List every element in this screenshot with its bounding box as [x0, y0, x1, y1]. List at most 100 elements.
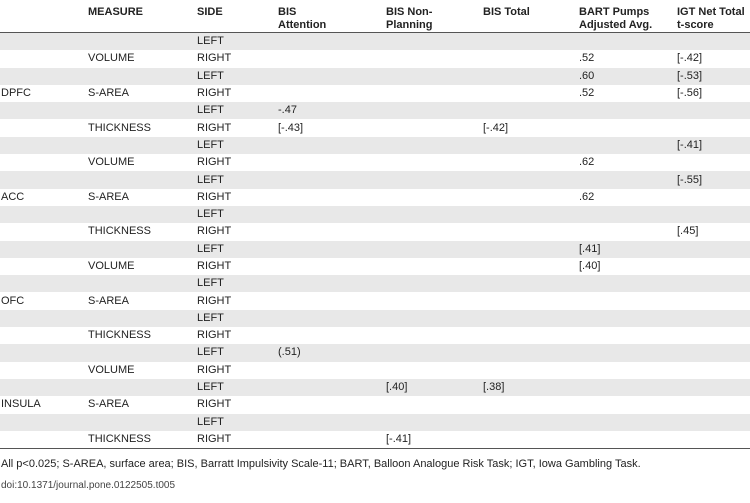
- table-cell: [677, 431, 750, 448]
- table-cell: [483, 292, 579, 309]
- table-row: INSULA S-AREA RIGHT: [0, 396, 750, 413]
- table-cell: [88, 102, 197, 120]
- table-cell: [677, 32, 750, 51]
- table-cell: [0, 50, 88, 67]
- table-cell: (.51): [278, 344, 386, 362]
- table-cell: [677, 275, 750, 293]
- table-cell: [677, 396, 750, 413]
- table-header: MEASURE SIDE BIS Attention BIS Non- Planning B…: [0, 0, 750, 33]
- table-cell: [579, 136, 677, 155]
- table-cell: [579, 171, 677, 189]
- table-cell: LEFT: [197, 136, 278, 155]
- table-cell: LEFT: [197, 378, 278, 397]
- table-cell: [386, 327, 483, 344]
- table-cell: [677, 309, 750, 328]
- table-cell: [579, 413, 677, 431]
- table-cell: [483, 327, 579, 344]
- table-cell: [579, 292, 677, 309]
- table-cell: [386, 67, 483, 85]
- table-cell: [88, 344, 197, 362]
- table-row: LEFT: [0, 275, 750, 293]
- table-cell: -.47: [278, 102, 386, 120]
- table-cell: [0, 136, 88, 155]
- table-cell: [579, 32, 677, 51]
- table-cell: [483, 171, 579, 189]
- table-cell: LEFT: [197, 205, 278, 224]
- table-cell: [386, 292, 483, 309]
- table-cell: [0, 362, 88, 379]
- table-cell: [0, 258, 88, 275]
- table-cell: [677, 119, 750, 136]
- table-cell: [88, 67, 197, 85]
- table-cell: [483, 240, 579, 258]
- table-cell: [.40]: [386, 378, 483, 397]
- table-cell: .52: [579, 52, 595, 65]
- table-cell: LEFT: [197, 413, 278, 431]
- column-header-line: Planning: [386, 19, 433, 31]
- table-cell: [0, 413, 88, 431]
- table-row: DPFC S-AREA RIGHT .52 [-.56]: [0, 85, 750, 102]
- table-cell: [483, 275, 579, 293]
- table-cell: [483, 102, 579, 120]
- table-cell: [-.53]: [677, 67, 750, 85]
- table-cell: [386, 136, 483, 155]
- table-cell: RIGHT: [197, 363, 232, 376]
- table-row: LEFT: [0, 413, 750, 431]
- table-cell: [579, 396, 677, 413]
- column-header-line: Attention: [278, 19, 327, 31]
- table-row: OFC S-AREA RIGHT: [0, 292, 750, 309]
- table-cell: RIGHT: [197, 156, 232, 169]
- table-cell: [0, 102, 88, 120]
- table-cell: RIGHT: [197, 121, 232, 134]
- table-cell: [579, 327, 677, 344]
- table-row: THICKNESS RIGHT [-.41]: [0, 431, 750, 448]
- table-cell: [483, 67, 579, 85]
- table-cell: [278, 189, 386, 206]
- table-cell: [386, 258, 483, 275]
- table-cell: RIGHT: [197, 225, 232, 238]
- table-cell: S-AREA: [88, 398, 129, 411]
- table-cell: [677, 258, 750, 275]
- table-cell: [386, 309, 483, 328]
- table-cell: [-.42]: [483, 121, 509, 134]
- table-cell: [278, 171, 386, 189]
- table-cell: [483, 362, 579, 379]
- table-cell: [278, 67, 386, 85]
- column-header-line: BART Pumps: [579, 6, 650, 18]
- table-cell: [483, 223, 579, 240]
- table-cell: [278, 32, 386, 51]
- table-cell: [579, 309, 677, 328]
- table-cell: [88, 275, 197, 293]
- table-cell: [88, 413, 197, 431]
- table-cell: [386, 32, 483, 51]
- table-row: VOLUME RIGHT: [0, 362, 750, 379]
- table-cell: VOLUME: [88, 260, 135, 272]
- table-cell: [0, 327, 88, 344]
- table-cell: THICKNESS: [88, 432, 151, 445]
- table-cell: [677, 378, 750, 397]
- table-row: LEFT .60 [-.53]: [0, 67, 750, 85]
- table-cell: [278, 309, 386, 328]
- column-header-line: BIS: [278, 6, 297, 18]
- table-cell: LEFT: [197, 32, 278, 51]
- table-cell: THICKNESS: [88, 225, 151, 238]
- table-cell: .60: [579, 67, 677, 85]
- table-cell: [483, 50, 579, 67]
- table-cell: [483, 154, 579, 171]
- table-cell: [88, 240, 197, 258]
- table-cell: [386, 413, 483, 431]
- table-body: LEFT VOLUME RIGHT .52 [-.42] LEFT .60 [-.53] DPF…: [0, 32, 750, 449]
- table-row: LEFT: [0, 309, 750, 328]
- table-cell: [88, 32, 197, 51]
- table-cell: [0, 223, 88, 240]
- table-cell: [278, 50, 386, 67]
- column-header-line: t-score: [677, 19, 714, 31]
- table-cell: [.38]: [483, 378, 579, 397]
- table-row: THICKNESS RIGHT [-.43] [-.42]: [0, 119, 750, 136]
- table-cell: [0, 431, 88, 448]
- table-cell: [386, 85, 483, 102]
- table-cell: [-.41]: [386, 432, 412, 445]
- table-cell: [386, 171, 483, 189]
- table-row: VOLUME RIGHT .62: [0, 154, 750, 171]
- table-cell: [386, 50, 483, 67]
